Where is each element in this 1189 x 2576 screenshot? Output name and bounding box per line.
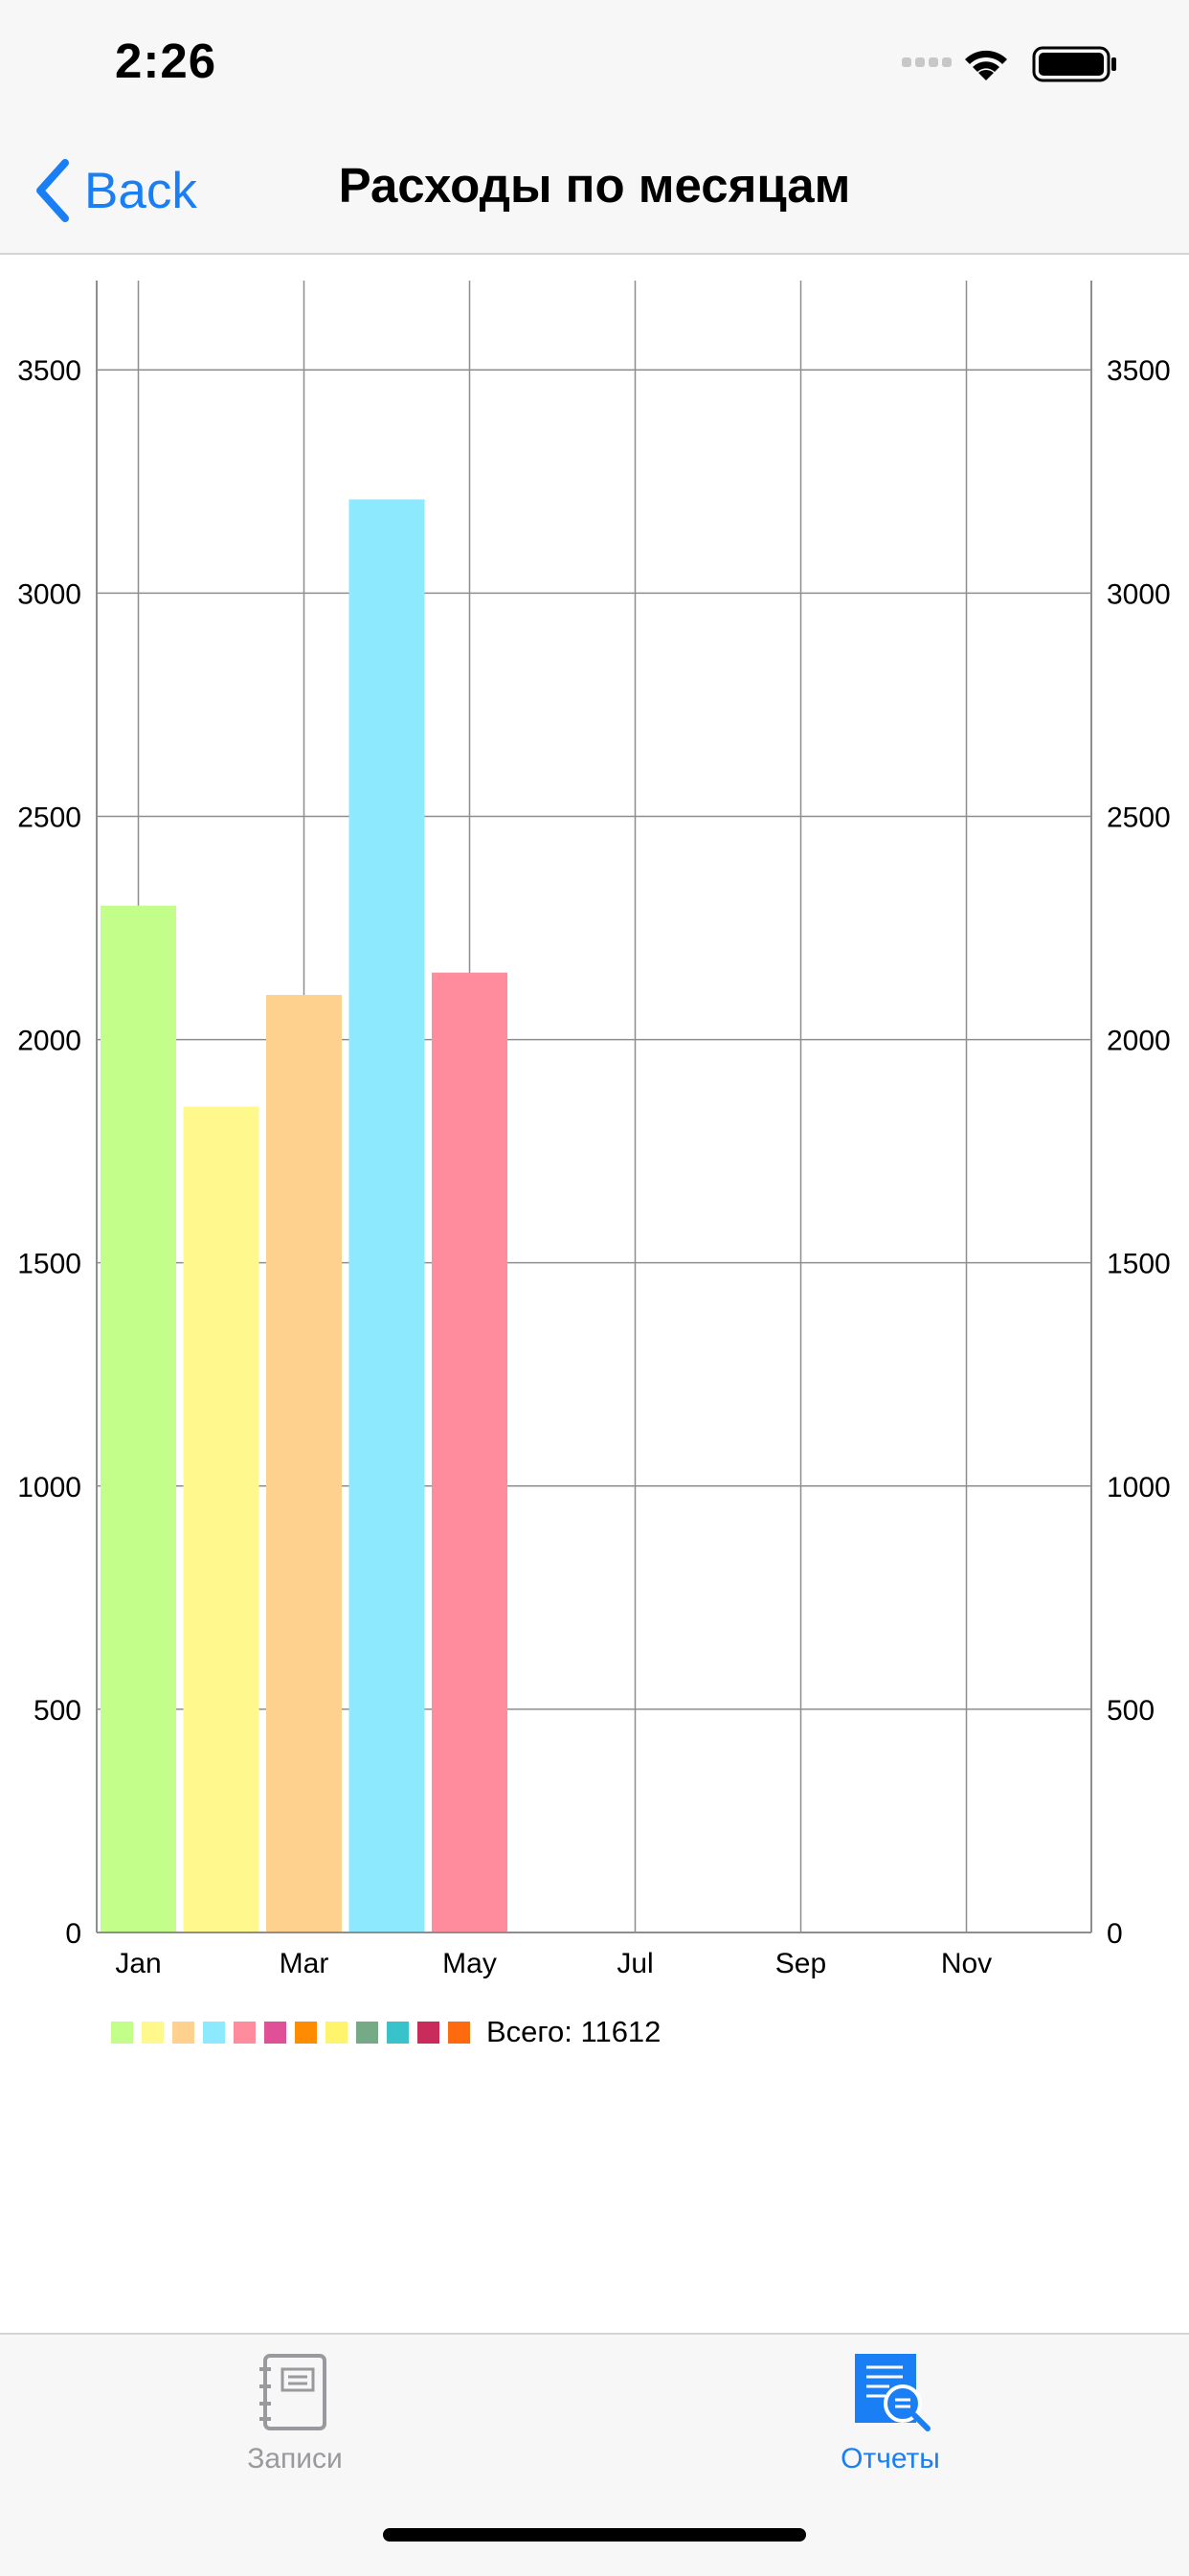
bar-mar[interactable] [266, 994, 342, 1932]
legend-swatch [325, 2021, 348, 2044]
wifi-icon [965, 50, 1007, 80]
legend-swatch [203, 2021, 225, 2044]
notebook-icon [259, 2354, 326, 2430]
status-bar: 2:26 [0, 0, 1189, 128]
legend-swatch [387, 2021, 409, 2044]
legend-swatch [111, 2021, 133, 2044]
status-time: 2:26 [115, 34, 217, 88]
bar-chart: 0 0 500 500 1000 1000 1500 1500 2000 2000 2500 2500… [0, 255, 1189, 2055]
x-tick-label: Nov [941, 1948, 992, 1979]
legend-swatches [111, 2021, 479, 2044]
y-tick-label-left: 2000 [17, 1026, 81, 1057]
page-title: Расходы по месяцам [338, 158, 851, 213]
y-tick-label-left: 1000 [17, 1472, 81, 1503]
tab-reports-label: Отчеты [841, 2443, 940, 2474]
chevron-left-icon [36, 159, 69, 222]
legend-swatch [417, 2021, 439, 2044]
back-label: Back [84, 162, 197, 219]
report-search-icon [855, 2354, 931, 2431]
chart-legend: Всего: 11612 [111, 2011, 661, 2053]
y-tick-label-right: 500 [1107, 1695, 1155, 1727]
legend-swatch [295, 2021, 317, 2044]
y-tick-label-right: 1000 [1107, 1472, 1171, 1503]
y-tick-label-right: 2000 [1107, 1026, 1171, 1057]
legend-swatch [142, 2021, 164, 2044]
signal-icon [902, 57, 952, 67]
navigation-bar: Back Расходы по месяцам [0, 128, 1189, 255]
tab-reports[interactable]: Отчеты [747, 2348, 1034, 2501]
legend-swatch [264, 2021, 286, 2044]
y-tick-label-right: 1500 [1107, 1249, 1171, 1280]
legend-swatch [356, 2021, 378, 2044]
y-tick-label-left: 3500 [17, 355, 81, 387]
y-tick-label-left: 3000 [17, 578, 81, 610]
y-tick-label-right: 0 [1107, 1918, 1123, 1950]
total-label: Всего: 11612 [486, 2015, 662, 2048]
x-tick-label: Jan [115, 1948, 161, 1979]
y-tick-label-left: 500 [34, 1695, 81, 1727]
bar-feb[interactable] [183, 1106, 259, 1933]
legend-swatch [234, 2021, 256, 2044]
status-icons [902, 46, 1116, 82]
x-tick-label: May [442, 1948, 497, 1979]
y-tick-label-right: 3500 [1107, 355, 1171, 387]
back-button[interactable]: Back [33, 155, 197, 226]
home-indicator [383, 2528, 806, 2542]
y-tick-label-left: 1500 [17, 1249, 81, 1280]
battery-icon [1032, 46, 1116, 82]
y-tick-label-left: 0 [65, 1918, 81, 1950]
chart-canvas: 0 0 500 500 1000 1000 1500 1500 2000 2000 2500 2500… [17, 281, 1171, 1979]
y-tick-label-right: 2500 [1107, 802, 1171, 833]
x-tick-label: Jul [617, 1948, 653, 1979]
y-tick-label-left: 2500 [17, 802, 81, 833]
x-tick-label: Mar [280, 1948, 329, 1979]
x-tick-label: Sep [775, 1948, 826, 1979]
tab-records[interactable]: Записи [151, 2348, 438, 2501]
bar-apr[interactable] [348, 499, 425, 1932]
y-tick-label-right: 3000 [1107, 578, 1171, 610]
bar-may[interactable] [432, 972, 507, 1932]
legend-swatch [448, 2021, 470, 2044]
bar-jan[interactable] [101, 905, 176, 1933]
tab-records-label: Записи [247, 2443, 343, 2474]
legend-swatch [172, 2021, 194, 2044]
